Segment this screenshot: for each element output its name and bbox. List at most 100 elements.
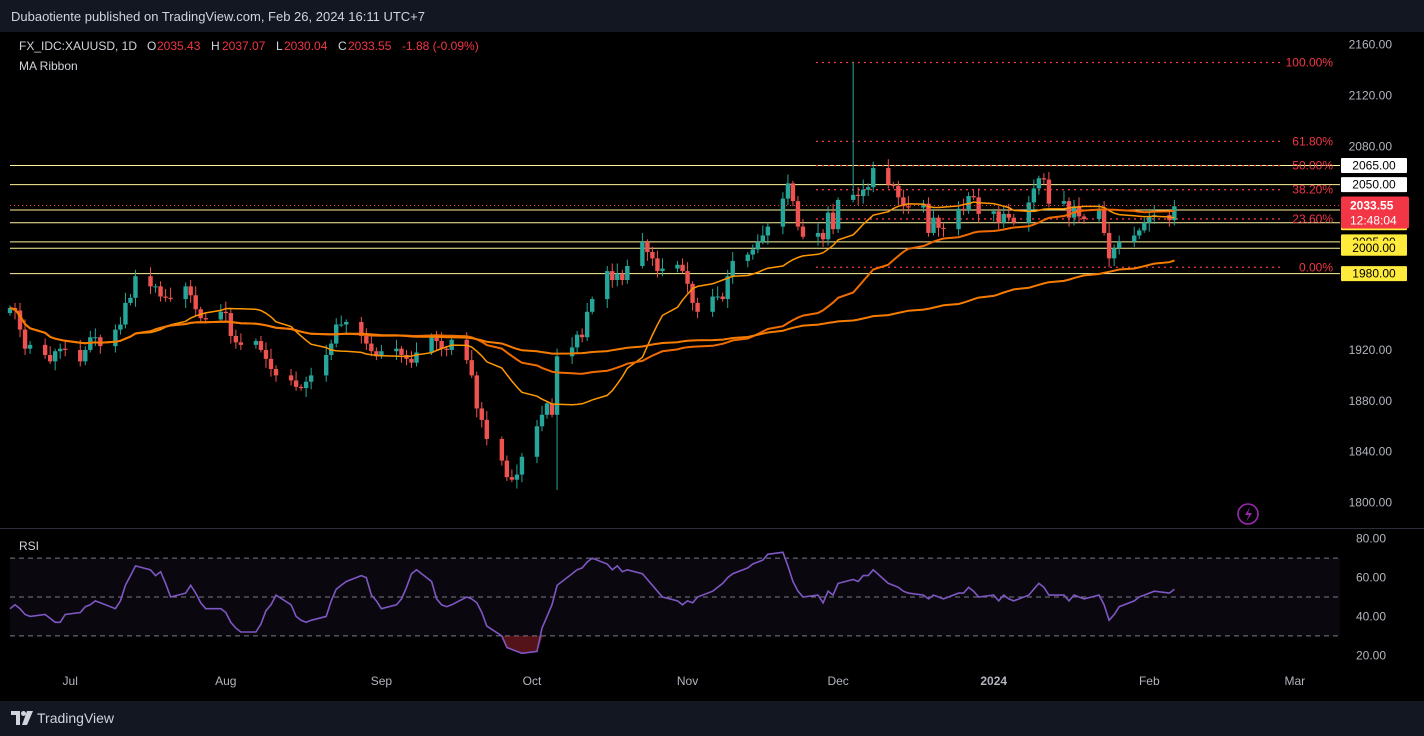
candle-body[interactable] (539, 414, 545, 427)
candle-body[interactable] (364, 335, 369, 344)
candle-body[interactable] (484, 419, 489, 439)
chart-area[interactable]: 100.00% 61.80% 50.00% 38.20% 23.60% 0.00% 216… (0, 32, 1424, 701)
candle-body[interactable] (1061, 201, 1067, 204)
candle-body[interactable] (57, 348, 63, 352)
candle-body[interactable] (1036, 178, 1042, 189)
candle-body[interactable] (133, 276, 138, 298)
candle-body[interactable] (379, 351, 384, 357)
candle-body[interactable] (93, 337, 98, 339)
candle-body[interactable] (78, 349, 83, 362)
candle-body[interactable] (715, 296, 720, 298)
candle-body[interactable] (956, 208, 961, 230)
candle-body[interactable] (163, 296, 168, 298)
candle-body[interactable] (263, 349, 269, 359)
candle-body[interactable] (113, 329, 118, 347)
candle-body[interactable] (835, 199, 841, 230)
candle-body[interactable] (1116, 241, 1122, 249)
candle-body[interactable] (931, 217, 936, 233)
candle-body[interactable] (605, 271, 610, 300)
candle-body[interactable] (474, 375, 479, 409)
candle-body[interactable] (650, 252, 655, 259)
candle-body[interactable] (640, 241, 645, 267)
candle-body[interactable] (675, 264, 680, 269)
candle-body[interactable] (394, 348, 399, 352)
candle-body[interactable] (830, 212, 836, 230)
candle-body[interactable] (901, 197, 906, 207)
candle-body[interactable] (866, 187, 871, 190)
candle-body[interactable] (118, 324, 123, 330)
candle-body[interactable] (710, 296, 715, 312)
main-pane[interactable]: 100.00% 61.80% 50.00% 38.20% 23.60% 0.00% (0, 56, 1424, 529)
rsi-label[interactable]: RSI (19, 539, 39, 553)
candle-body[interactable] (861, 189, 866, 197)
candle-body[interactable] (7, 307, 13, 314)
candle-body[interactable] (409, 358, 414, 363)
candle-body[interactable] (825, 212, 831, 240)
candle-body[interactable] (1041, 178, 1047, 180)
candle-body[interactable] (720, 296, 725, 300)
candle-body[interactable] (223, 311, 229, 314)
candle-body[interactable] (238, 342, 244, 345)
candle-body[interactable] (1011, 217, 1016, 223)
candle-body[interactable] (1006, 213, 1011, 218)
candle-body[interactable] (655, 258, 660, 272)
candle-body[interactable] (765, 226, 771, 236)
candle-body[interactable] (695, 302, 700, 312)
candle-body[interactable] (1001, 213, 1006, 223)
candle-body[interactable] (344, 321, 349, 325)
candle-body[interactable] (414, 352, 419, 363)
candle-body[interactable] (253, 341, 259, 345)
candle-body[interactable] (795, 201, 801, 227)
candle-body[interactable] (193, 295, 198, 310)
candle-body[interactable] (871, 168, 876, 188)
candle-body[interactable] (293, 380, 299, 387)
candle-body[interactable] (17, 310, 23, 330)
rsi-line[interactable] (9, 551, 1175, 655)
ma-line[interactable] (9, 259, 1175, 355)
candle-body[interactable] (1031, 188, 1037, 203)
candle-body[interactable] (961, 208, 966, 211)
candle-body[interactable] (359, 321, 364, 336)
candle-body[interactable] (579, 334, 585, 338)
candle-body[interactable] (1137, 230, 1142, 236)
candle-body[interactable] (1046, 179, 1052, 204)
candle-body[interactable] (1132, 235, 1137, 242)
candle-body[interactable] (996, 211, 1001, 223)
candle-body[interactable] (589, 299, 595, 312)
candle-body[interactable] (745, 254, 750, 261)
candle-body[interactable] (820, 232, 826, 240)
candle-body[interactable] (896, 185, 901, 198)
candle-body[interactable] (158, 286, 163, 297)
indicator-label[interactable]: MA Ribbon (19, 59, 78, 73)
candle-body[interactable] (258, 341, 264, 350)
candle-body[interactable] (971, 196, 976, 198)
candle-body[interactable] (725, 276, 730, 300)
candle-body[interactable] (1106, 232, 1112, 259)
candle-body[interactable] (645, 241, 650, 253)
candle-body[interactable] (991, 211, 996, 214)
candle-body[interactable] (1142, 222, 1147, 231)
candle-body[interactable] (504, 460, 510, 478)
candle-body[interactable] (615, 273, 620, 280)
candle-body[interactable] (921, 203, 926, 208)
candle-body[interactable] (228, 313, 234, 336)
candle-body[interactable] (1111, 248, 1117, 259)
candle-body[interactable] (1147, 216, 1152, 223)
candle-body[interactable] (288, 375, 294, 381)
candle-body[interactable] (569, 347, 575, 357)
candle-body[interactable] (680, 264, 685, 272)
candle-body[interactable] (188, 286, 193, 296)
candle-body[interactable] (574, 334, 580, 348)
candle-body[interactable] (891, 184, 896, 186)
candle-body[interactable] (374, 351, 379, 357)
candle-body[interactable] (660, 268, 665, 272)
candle-body[interactable] (690, 283, 695, 303)
candle-body[interactable] (83, 349, 88, 362)
candle-body[interactable] (168, 297, 173, 300)
candle-body[interactable] (730, 260, 735, 277)
candle-body[interactable] (800, 226, 806, 237)
candle-body[interactable] (620, 273, 625, 280)
candle-body[interactable] (203, 318, 208, 320)
symbol-label[interactable]: FX_IDC:XAUUSD, 1D (19, 39, 137, 53)
candle-body[interactable] (47, 355, 53, 362)
